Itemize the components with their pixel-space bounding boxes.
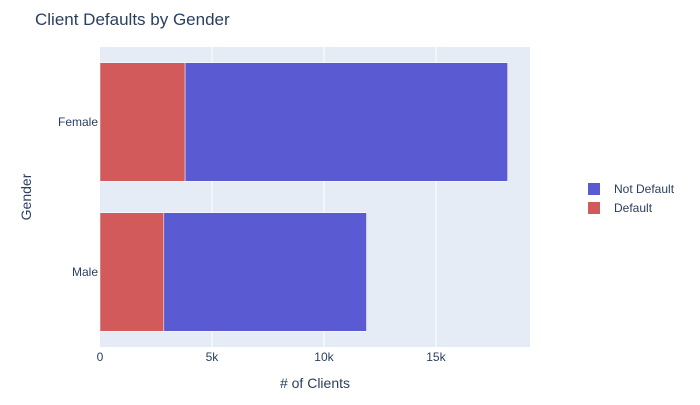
chart-title: Client Defaults by Gender xyxy=(35,10,230,29)
bar-not-default-male[interactable] xyxy=(163,212,367,332)
legend-swatch xyxy=(588,202,600,214)
y-tick-label-female: Female xyxy=(58,115,98,129)
legend-swatch xyxy=(588,183,600,195)
x-tick-labels: 0 5k 10k 15k xyxy=(97,350,447,364)
legend-item-default[interactable]: Default xyxy=(588,201,653,215)
legend-label: Default xyxy=(614,201,653,215)
x-tick-label: 5k xyxy=(206,350,220,364)
y-axis-title: Gender xyxy=(18,173,34,220)
y-tick-labels: Female Male xyxy=(58,115,98,279)
bar-default-female[interactable] xyxy=(99,62,186,182)
x-tick-label: 0 xyxy=(97,350,104,364)
legend-item-not-default[interactable]: Not Default xyxy=(588,182,675,196)
x-tick-label: 10k xyxy=(314,350,334,364)
bar-default-male[interactable] xyxy=(99,212,165,332)
y-tick-label-male: Male xyxy=(72,265,98,279)
bars xyxy=(99,62,508,332)
bar-not-default-female[interactable] xyxy=(184,62,508,182)
legend-label: Not Default xyxy=(614,182,675,196)
legend[interactable]: Not Default Default xyxy=(588,182,675,215)
x-axis-title: # of Clients xyxy=(280,375,350,391)
x-tick-label: 15k xyxy=(426,350,446,364)
